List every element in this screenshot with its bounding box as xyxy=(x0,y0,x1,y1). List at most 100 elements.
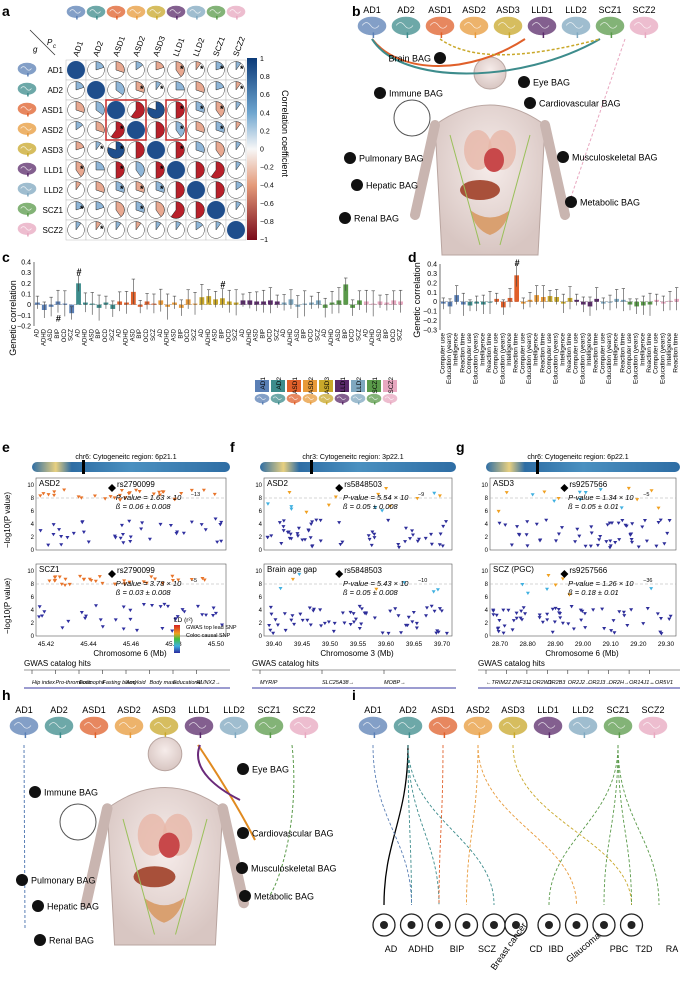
x-tick: OCD xyxy=(144,328,150,342)
snp-point xyxy=(119,488,124,493)
snp-point xyxy=(579,618,584,622)
snp-point xyxy=(667,617,672,621)
x-tick: 39.40 xyxy=(266,641,283,648)
y-tick: 6 xyxy=(485,509,489,515)
disease-label-PBC: PBC xyxy=(610,944,629,954)
brain-shape xyxy=(498,716,528,736)
snp-point xyxy=(112,582,117,586)
col-label-SCZ1: SCZ1 xyxy=(211,35,227,58)
organ-label: Hepatic BAG xyxy=(366,181,418,191)
brain-icon-SCZ1 xyxy=(603,716,633,738)
y-tick: 0 xyxy=(31,548,35,554)
region-label: chr6: Cytogeneitc region: 6p21.1 xyxy=(75,454,176,461)
y-tick: 0 xyxy=(259,634,263,640)
snp-point xyxy=(157,490,162,495)
snp-point xyxy=(537,613,542,617)
pie-slice xyxy=(155,221,162,231)
x-tick: ASD xyxy=(295,328,301,341)
snp-point xyxy=(509,543,514,547)
colorbar xyxy=(247,58,257,240)
disease-icon-core xyxy=(435,921,443,929)
col-label-ASD1: ASD1 xyxy=(111,34,127,57)
snp-point xyxy=(303,538,308,542)
organ-label: Eye BAG xyxy=(533,78,570,88)
x-tick: OCD xyxy=(350,328,356,342)
snp-point xyxy=(583,544,588,549)
snp-point xyxy=(372,536,377,540)
snp-point xyxy=(538,538,543,542)
brain-icon-SCZ1 xyxy=(595,16,625,38)
arm xyxy=(540,120,570,220)
y-tick: −0.3 xyxy=(423,328,437,335)
causal-link xyxy=(383,744,409,906)
brain-fold xyxy=(272,396,282,400)
brain-fold xyxy=(20,226,32,231)
brain-icon-AD1 xyxy=(358,716,388,738)
organ-label: Eye BAG xyxy=(252,765,289,775)
brain-fold xyxy=(258,722,277,729)
snp-point xyxy=(640,525,645,529)
snp-point xyxy=(67,582,72,587)
snp-point xyxy=(600,607,605,611)
snp-point xyxy=(220,623,225,627)
snp-point xyxy=(658,617,663,621)
gene-label: Educational xyxy=(173,680,203,686)
brain-shape xyxy=(254,716,284,736)
brain-icon-ASD1 xyxy=(106,5,126,20)
y-tick: 4 xyxy=(31,608,35,614)
pie-slice xyxy=(75,101,85,113)
snp-point xyxy=(277,521,282,525)
snp-point xyxy=(38,494,43,498)
pie-slice xyxy=(235,141,242,151)
panel-letter-h: h xyxy=(2,687,11,703)
organ-node xyxy=(237,827,249,839)
pie-slice xyxy=(95,161,105,171)
p-value-text: P-value = 1.34 × 10 xyxy=(568,493,634,502)
gene-label: Fasting blood xyxy=(103,680,137,686)
x-tick: Education (years) xyxy=(606,333,613,384)
brain-fold xyxy=(109,9,121,14)
brain-fold xyxy=(531,22,550,29)
brain-icon-SCZ2 xyxy=(289,716,319,738)
scatter-points xyxy=(265,486,449,550)
snp-point xyxy=(151,492,156,496)
ld-colorbar xyxy=(174,625,180,653)
causal-link xyxy=(407,744,495,906)
causal-link xyxy=(512,744,632,906)
beta-text: ß = 0.06 ± 0.008 xyxy=(116,502,172,511)
brain-fold xyxy=(633,22,652,29)
legend-label-ASD2: ASD2 xyxy=(308,377,315,394)
brain-fold xyxy=(48,722,67,729)
brain-icon-ASD3 xyxy=(493,16,523,38)
x-tick: SCZ xyxy=(233,329,239,341)
brain-icon-ASD1 xyxy=(17,102,37,117)
snp-point xyxy=(621,610,626,615)
organ-label: Metabolic BAG xyxy=(580,198,640,208)
brain-fold xyxy=(572,722,591,729)
snp-point xyxy=(362,611,367,615)
x-tick: BIP xyxy=(261,329,267,339)
subtype-label-AD1: AD1 xyxy=(364,705,382,715)
snp-point xyxy=(46,493,51,497)
y-axis-label-e2: −log10(P value) xyxy=(3,578,12,634)
significance-star: * xyxy=(180,64,184,74)
snp-point xyxy=(181,531,186,536)
snp-point xyxy=(537,616,542,620)
disease-label-Glaucoma: Glaucoma xyxy=(564,931,602,965)
snp-point xyxy=(435,588,440,592)
corner-diagonal xyxy=(29,29,56,56)
x-tick: 45.42 xyxy=(38,641,55,648)
p-value-exponent: −13 xyxy=(191,492,200,498)
brain-fold xyxy=(149,9,161,14)
snp-point xyxy=(168,524,173,528)
pie-slice xyxy=(155,81,162,91)
brain-icon-SCZ2 xyxy=(629,16,659,38)
snp-point xyxy=(642,519,647,523)
pie-slice xyxy=(235,81,242,91)
brain-icon-AD2 xyxy=(44,716,74,738)
snp-point xyxy=(514,611,519,615)
snp-point xyxy=(629,532,634,536)
pie-slice xyxy=(215,141,225,158)
snp-label: rs5848503 xyxy=(344,480,382,489)
x-tick: OCD xyxy=(185,328,191,342)
